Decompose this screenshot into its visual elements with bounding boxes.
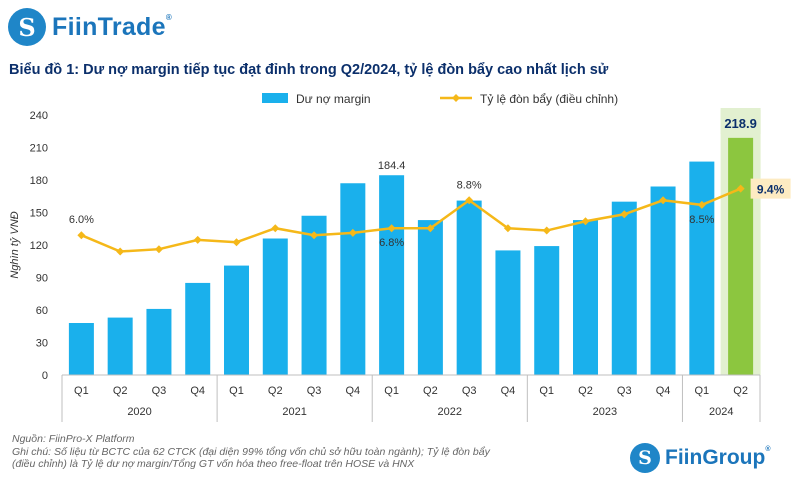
x-tick-label: Q2 (423, 385, 438, 397)
leverage-point (426, 224, 435, 233)
year-label: 2021 (282, 406, 306, 418)
leverage-point (154, 245, 163, 254)
bar (224, 265, 249, 375)
y-tick-label: 0 (42, 370, 48, 382)
leverage-point (620, 210, 629, 219)
x-tick-label: Q1 (384, 385, 399, 397)
leverage-point (387, 224, 396, 233)
leverage-point (581, 217, 590, 226)
y-tick-label: 120 (30, 240, 48, 252)
bar (107, 317, 133, 375)
x-tick-label: Q2 (578, 385, 593, 397)
year-label: 2020 (127, 406, 151, 418)
x-tick-label: Q2 (113, 385, 128, 397)
x-tick-label: Q3 (462, 385, 477, 397)
note-line-1: Ghi chú: Số liệu từ BCTC của 62 CTCK (đạ… (12, 445, 490, 458)
year-label: 2022 (438, 406, 462, 418)
leverage-point (116, 247, 125, 256)
line-value-label: 8.8% (457, 179, 482, 191)
bar (534, 246, 560, 375)
leverage-point (193, 235, 202, 244)
y-tick-label: 150 (30, 208, 48, 220)
bar-value-label: 218.9 (724, 116, 757, 131)
legend-line-marker (452, 94, 460, 102)
legend-line-label: Tỷ lệ đòn bẩy (điều chỉnh) (480, 92, 618, 106)
leverage-line (80, 187, 742, 253)
x-tick-label: Q3 (617, 385, 632, 397)
bar-value-label: 184.4 (378, 160, 406, 172)
bar (456, 200, 482, 375)
year-label: 2023 (593, 406, 617, 418)
legend-bar-swatch (262, 93, 288, 103)
bar-label-bg (720, 110, 761, 134)
leverage-point (697, 200, 706, 209)
note-line-2: (điều chỉnh) là Tỷ lệ dư nợ margin/Tổng … (12, 458, 415, 470)
bar (495, 250, 521, 375)
x-tick-label: Q3 (152, 385, 167, 397)
leverage-point (503, 224, 512, 233)
fiintrade-logo-text: FiinTrade® (52, 12, 173, 41)
line-value-label: 6.0% (69, 214, 94, 226)
x-tick-label: Q4 (656, 385, 671, 397)
bar (417, 220, 443, 375)
fiingroup-logo: S FiinGroup® (630, 443, 771, 473)
bar (146, 308, 172, 375)
bar (573, 220, 598, 375)
bar (262, 238, 288, 375)
y-tick-label: 90 (36, 273, 48, 285)
y-tick-label: 180 (30, 175, 48, 187)
fiingroup-logo-icon: S (630, 443, 660, 473)
x-tick-label: Q2 (268, 385, 283, 397)
leverage-point (659, 196, 668, 205)
leverage-point (77, 231, 86, 240)
line-label-bg (750, 178, 791, 199)
fiingroup-logo-text: FiinGroup® (665, 446, 771, 469)
leverage-point (542, 226, 551, 235)
line-value-label: 8.5% (689, 214, 714, 226)
x-tick-label: Q1 (694, 385, 709, 397)
bar (185, 282, 211, 375)
leverage-point (310, 231, 319, 240)
bar (379, 175, 405, 375)
fiintrade-logo-icon: S (8, 8, 46, 46)
y-tick-label: 240 (30, 110, 48, 122)
y-axis-title: Nghìn tỷ VNĐ (9, 211, 21, 278)
x-tick-label: Q1 (539, 385, 554, 397)
bar (68, 323, 94, 375)
leverage-point (465, 196, 474, 205)
x-tick-label: Q4 (345, 385, 360, 397)
bar (728, 137, 754, 375)
leverage-point (736, 184, 745, 193)
source-note: Nguồn: FiinPro-X Platform (12, 433, 135, 445)
x-tick-label: Q1 (229, 385, 244, 397)
x-tick-label: Q2 (733, 385, 748, 397)
leverage-point (232, 238, 241, 247)
leverage-point (271, 224, 280, 233)
bar (340, 183, 366, 375)
fiintrade-logo: S FiinTrade® (8, 8, 172, 46)
bar (689, 161, 715, 375)
x-tick-label: Q4 (501, 385, 516, 397)
bar (611, 201, 637, 375)
chart-notes: Nguồn: FiinPro-X Platform Ghi chú: Số li… (12, 433, 490, 471)
x-tick-label: Q1 (74, 385, 89, 397)
y-tick-label: 30 (36, 338, 48, 350)
leverage-point (348, 228, 357, 237)
line-value-label: 6.8% (379, 237, 404, 249)
x-tick-label: Q4 (190, 385, 205, 397)
y-tick-label: 210 (30, 143, 48, 155)
bar (301, 215, 327, 375)
bar (650, 186, 676, 375)
y-tick-label: 60 (36, 305, 48, 317)
legend-bar-label: Dư nợ margin (296, 92, 371, 106)
year-label: 2024 (709, 406, 733, 418)
line-value-label: 9.4% (757, 183, 785, 197)
chart-title: Biểu đồ 1: Dư nợ margin tiếp tục đạt đỉn… (9, 62, 609, 78)
x-tick-label: Q3 (307, 385, 322, 397)
